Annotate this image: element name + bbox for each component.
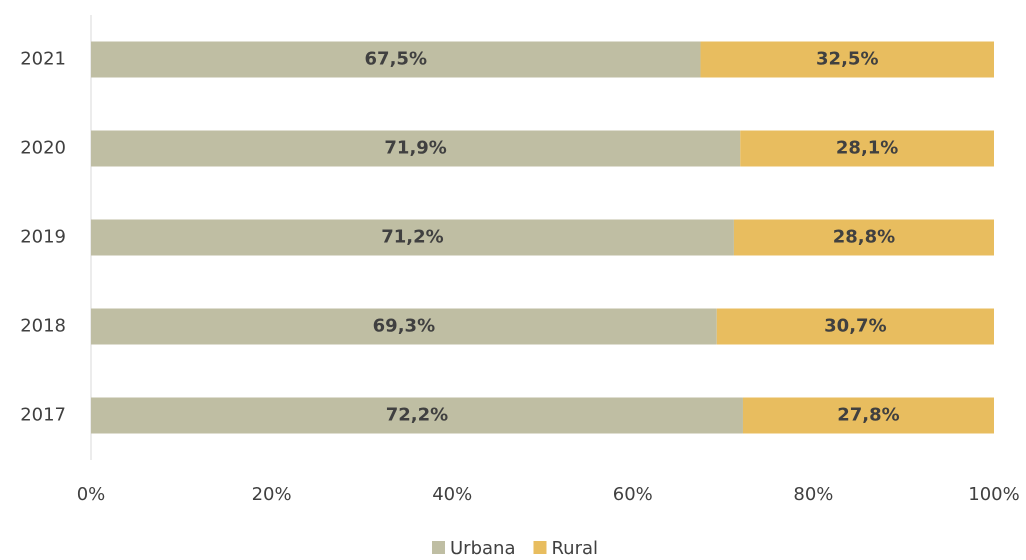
data-label: 30,7%	[824, 316, 886, 337]
y-tick-label: 2021	[20, 49, 66, 70]
legend-swatch	[432, 541, 445, 554]
legend-swatch	[533, 541, 547, 554]
bar-segment	[91, 397, 743, 434]
bar-segment	[91, 219, 734, 256]
data-label: 69,3%	[373, 316, 435, 337]
y-tick-label: 2019	[20, 227, 66, 248]
bar-segment	[91, 308, 717, 345]
bar-segment	[91, 41, 701, 78]
data-label: 28,8%	[833, 227, 895, 248]
x-tick-label: 100%	[968, 484, 1019, 505]
x-tick-label: 80%	[793, 484, 833, 505]
data-label: 32,5%	[816, 49, 878, 70]
y-tick-label: 2020	[20, 138, 66, 159]
bar-segment	[740, 130, 994, 167]
y-tick-label: 2017	[20, 405, 66, 426]
data-label: 28,1%	[836, 138, 898, 159]
data-label: 71,9%	[384, 138, 446, 159]
legend-label: Urbana	[450, 538, 515, 559]
x-tick-label: 40%	[432, 484, 472, 505]
data-label: 27,8%	[837, 405, 899, 426]
y-tick-label: 2018	[20, 316, 66, 337]
bar-segment	[716, 308, 994, 345]
data-label: 72,2%	[386, 405, 448, 426]
x-tick-label: 20%	[252, 484, 292, 505]
data-label: 71,2%	[381, 227, 443, 248]
legend-label: Rural	[551, 538, 598, 559]
data-label: 67,5%	[365, 49, 427, 70]
x-tick-label: 60%	[613, 484, 653, 505]
bar-segment	[91, 130, 741, 167]
x-tick-label: 0%	[77, 484, 106, 505]
bar-segment	[742, 397, 994, 434]
bar-segment	[700, 41, 994, 78]
bar-segment	[733, 219, 994, 256]
